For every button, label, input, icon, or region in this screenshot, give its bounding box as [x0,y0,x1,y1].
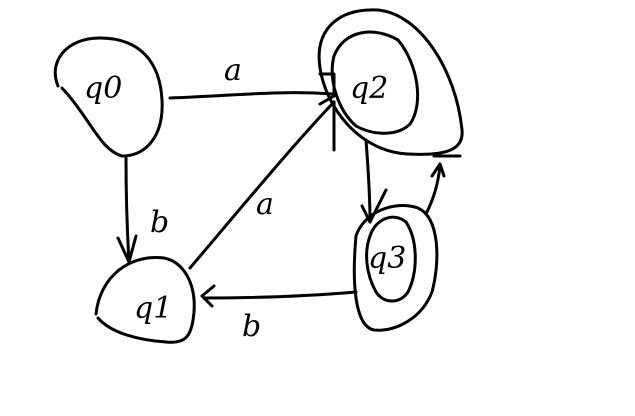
state-q0-outline [53,36,164,158]
edge-label: a [256,187,274,222]
edge-label: b [242,309,261,344]
edge-line [364,138,372,224]
transition-q0-q2: a [168,53,336,106]
state-q0: q0 [53,36,164,158]
state-q3-label: q3 [368,241,406,276]
arrowhead-icon [360,188,388,224]
state-q3[interactable]: q3 [352,204,439,332]
state-q0-label: q0 [84,71,122,106]
transition-q2-q3 [360,138,388,224]
state-q2[interactable]: q2 [317,8,464,156]
arrowhead-icon [116,234,138,264]
arrowhead-icon [430,162,446,178]
transition-q3-q1: b [200,284,358,344]
edge-label: b [150,205,169,240]
state-q2-inner-ring [330,30,420,135]
edge-line [188,100,336,270]
transition-q3-q2 [424,154,462,216]
state-q2-outer-ring [317,8,464,156]
arrowhead-icon [200,284,216,308]
state-q1: q1 [94,256,196,344]
transition-q1-q2: a [188,100,336,270]
state-q1-label: q1 [134,291,172,326]
edge-line [202,290,358,300]
edge-line [168,91,334,100]
state-q3-outer-ring [352,204,439,332]
state-q2-label: q2 [350,71,388,106]
state-q1-outline [94,256,196,344]
state-q3-inner-ring [365,215,417,303]
transition-q0-q1: b [116,156,169,264]
edge-line [424,164,442,216]
edge-line [124,156,131,264]
arrowhead-icon [318,72,336,106]
edge-label: a [224,53,242,88]
